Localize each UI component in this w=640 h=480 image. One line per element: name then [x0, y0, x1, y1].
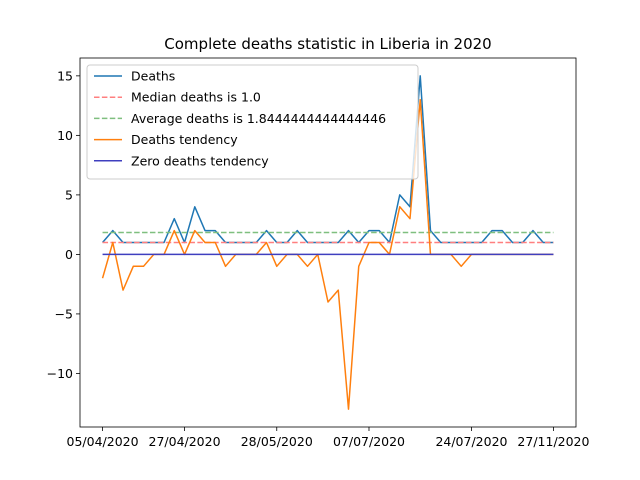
legend: Deaths Median deaths is 1.0 Average deaths… [86, 64, 419, 180]
x-tick-label: 28/05/2020 [241, 434, 313, 449]
x-tick-label: 24/07/2020 [435, 434, 507, 449]
x-tick-label: 05/04/2020 [67, 434, 139, 449]
series-layer [101, 75, 554, 410]
x-tick-label: 27/11/2020 [517, 434, 589, 449]
legend-label: Median deaths is 1.0 [131, 90, 261, 105]
y-tick-label: 15 [57, 68, 73, 83]
axis-layer: 05/04/2020 27/04/2020 28/05/2020 07/07/2020… [47, 68, 590, 449]
y-tick-label: −10 [47, 366, 73, 381]
y-tick-label: 10 [57, 128, 73, 143]
legend-label: Average deaths is 1.8444444444444446 [131, 111, 386, 126]
x-tick-label: 07/07/2020 [333, 434, 405, 449]
chart-title: Complete deaths statistic in Liberia in … [164, 35, 491, 53]
y-tick-label: 0 [65, 247, 73, 262]
legend-label: Deaths [131, 69, 175, 84]
legend-label: Deaths tendency [131, 132, 238, 147]
legend-label: Zero deaths tendency [131, 153, 269, 168]
legend-box [86, 64, 419, 180]
y-tick-label: 5 [65, 187, 73, 202]
y-tick-label: −5 [55, 306, 73, 321]
x-tick-label: 27/04/2020 [149, 434, 221, 449]
plot-frame [79, 57, 577, 428]
